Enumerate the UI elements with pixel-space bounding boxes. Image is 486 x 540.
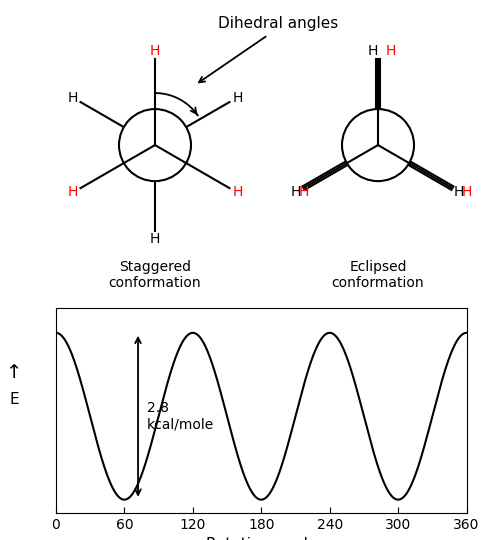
Text: H: H xyxy=(368,44,378,58)
Text: H: H xyxy=(150,44,160,58)
Text: H: H xyxy=(68,91,78,105)
Text: H: H xyxy=(290,185,301,199)
Text: H: H xyxy=(150,232,160,246)
Text: H: H xyxy=(453,185,464,199)
Text: Eclipsed
conformation: Eclipsed conformation xyxy=(331,260,424,291)
Text: H: H xyxy=(232,185,243,199)
Circle shape xyxy=(342,109,414,181)
Text: H: H xyxy=(461,185,472,199)
Text: H: H xyxy=(298,185,309,199)
Text: Dihedral angles: Dihedral angles xyxy=(218,16,338,31)
Text: 2.8
kcal/mole: 2.8 kcal/mole xyxy=(147,401,214,431)
X-axis label: Rotation angle: Rotation angle xyxy=(206,537,317,540)
Text: Staggered
conformation: Staggered conformation xyxy=(109,260,201,291)
Circle shape xyxy=(119,109,191,181)
Text: E: E xyxy=(10,392,19,407)
Text: H: H xyxy=(386,44,396,58)
Text: H: H xyxy=(68,185,78,199)
Text: H: H xyxy=(232,91,243,105)
Text: ↑: ↑ xyxy=(6,363,23,382)
